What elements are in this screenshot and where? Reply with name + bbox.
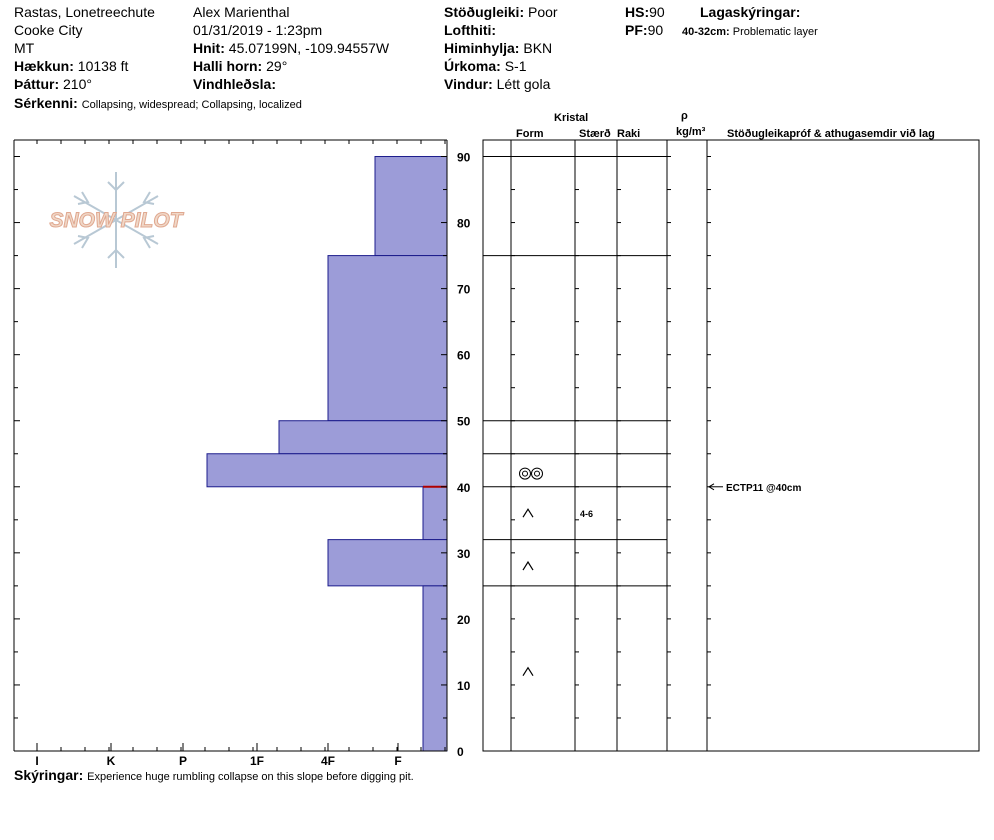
- column-rho: ρ: [681, 110, 688, 122]
- sky-label: Himinhylja:: [444, 40, 520, 56]
- sky-value: BKN: [523, 40, 553, 56]
- features-label: Sérkenni:: [14, 95, 78, 111]
- coords-label: Hnit:: [193, 40, 225, 56]
- column-moisture: Raki: [617, 128, 641, 140]
- layer-note-range: 40-32cm:: [682, 26, 730, 38]
- pf-value: 90: [647, 22, 664, 38]
- column-tests: Stöðugleikapróf & athugasemdir við lag: [727, 128, 935, 140]
- depth-hoar-icon: [522, 666, 534, 677]
- column-density-unit: kg/m³: [676, 126, 706, 138]
- elevation-label: Hækkun:: [14, 58, 74, 74]
- rounded-grains-icon: [519, 467, 543, 480]
- depth-label-30: 30: [457, 547, 471, 561]
- coords: Hnit: 45.07199N, -109.94557W: [193, 40, 389, 56]
- observer: Alex Marienthal: [193, 4, 290, 20]
- aspect-value: 210°: [63, 76, 92, 92]
- layer-notes-label: Lagaskýringar:: [700, 4, 801, 20]
- depth-label-70: 70: [457, 283, 471, 297]
- precip: Úrkoma: S-1: [444, 58, 526, 74]
- hardness-layer-3: [206, 453, 448, 488]
- stability-label: Stöðugleiki:: [444, 4, 525, 20]
- snowpilot-logo: SNOW PILOT: [49, 172, 185, 268]
- footer-notes-label: Skýringar:: [14, 767, 84, 783]
- elevation: Hækkun: 10138 ft: [14, 58, 128, 74]
- footer-notes-value: Experience huge rumbling collapse on thi…: [87, 771, 414, 783]
- hardness-label-4F: 4F: [321, 754, 335, 768]
- wind-value: Létt gola: [496, 76, 551, 92]
- area: Cooke City: [14, 22, 83, 38]
- stability: Stöðugleiki: Poor: [444, 4, 558, 20]
- hardness-layer-5: [327, 539, 448, 587]
- depth-label-20: 20: [457, 613, 471, 627]
- depth-label-50: 50: [457, 415, 471, 429]
- logo-text: SNOW PILOT: [50, 209, 185, 232]
- hardness-label-K: K: [107, 754, 116, 768]
- footer-notes: Skýringar: Experience huge rumbling coll…: [14, 767, 414, 785]
- coords-value: 45.07199N, -109.94557W: [228, 40, 390, 56]
- depth-label-0: 0: [457, 745, 464, 759]
- stability-value: Poor: [528, 4, 558, 20]
- slope-value: 29°: [266, 58, 288, 74]
- layer-table-border: [482, 139, 980, 752]
- features: Sérkenni: Collapsing, widespread; Collap…: [14, 95, 302, 113]
- grain-size-label: 4-6: [580, 509, 593, 519]
- pf-label: PF:: [625, 22, 648, 38]
- column-size: Stærð: [579, 128, 611, 140]
- wind: Vindur: Létt gola: [444, 76, 550, 92]
- aspect: Þáttur: 210°: [14, 76, 92, 92]
- depth-hoar-icon: [522, 508, 534, 518]
- depth-label-40: 40: [457, 481, 471, 495]
- aspect-label: Þáttur:: [14, 76, 60, 92]
- hs: HS:90: [625, 4, 665, 20]
- features-value: Collapsing, widespread; Collapsing, loca…: [81, 99, 302, 111]
- hardness-label-F: F: [394, 754, 401, 768]
- air-temp-label: Lofthiti:: [444, 22, 497, 38]
- slope-label: Halli horn:: [193, 58, 263, 74]
- depth-hoar-icon: [522, 560, 534, 571]
- column-kristal: Kristal: [554, 112, 589, 124]
- hardness-layer-4: [422, 486, 448, 541]
- hardness-layer-0: [374, 156, 448, 257]
- datetime: 01/31/2019 - 1:23pm: [193, 22, 323, 38]
- hs-value: 90: [649, 4, 665, 20]
- layer-note: 40-32cm: Problematic layer: [682, 24, 818, 40]
- precip-label: Úrkoma:: [444, 58, 501, 74]
- hardness-layer-2: [278, 420, 448, 455]
- pf: PF:90: [625, 22, 663, 38]
- snowflake-icon: [73, 172, 159, 268]
- hardness-label-P: P: [179, 754, 187, 768]
- layer-note-text: Problematic layer: [732, 26, 818, 38]
- hs-label: HS:: [625, 4, 650, 20]
- hardness-layer-1: [327, 255, 448, 422]
- elevation-value: 10138 ft: [77, 58, 129, 74]
- sky: Himinhylja: BKN: [444, 40, 552, 56]
- stability-test-label: ECTP11 @40cm: [726, 483, 801, 494]
- depth-label-10: 10: [457, 679, 471, 693]
- column-form: Form: [516, 128, 544, 140]
- arrow-left-icon: [708, 483, 715, 491]
- location: Rastas, Lonetreechute: [14, 4, 155, 20]
- wind-label: Vindur:: [444, 76, 493, 92]
- hardness-label-I: I: [35, 754, 38, 768]
- depth-label-60: 60: [457, 349, 471, 363]
- wind-loading-label: Vindhleðsla:: [193, 76, 276, 92]
- state: MT: [14, 40, 35, 56]
- precip-value: S-1: [504, 58, 527, 74]
- depth-label-90: 90: [457, 151, 471, 165]
- hardness-layer-6: [422, 585, 448, 752]
- hardness-label-1F: 1F: [250, 754, 264, 768]
- depth-label-80: 80: [457, 217, 471, 231]
- slope: Halli horn: 29°: [193, 58, 287, 74]
